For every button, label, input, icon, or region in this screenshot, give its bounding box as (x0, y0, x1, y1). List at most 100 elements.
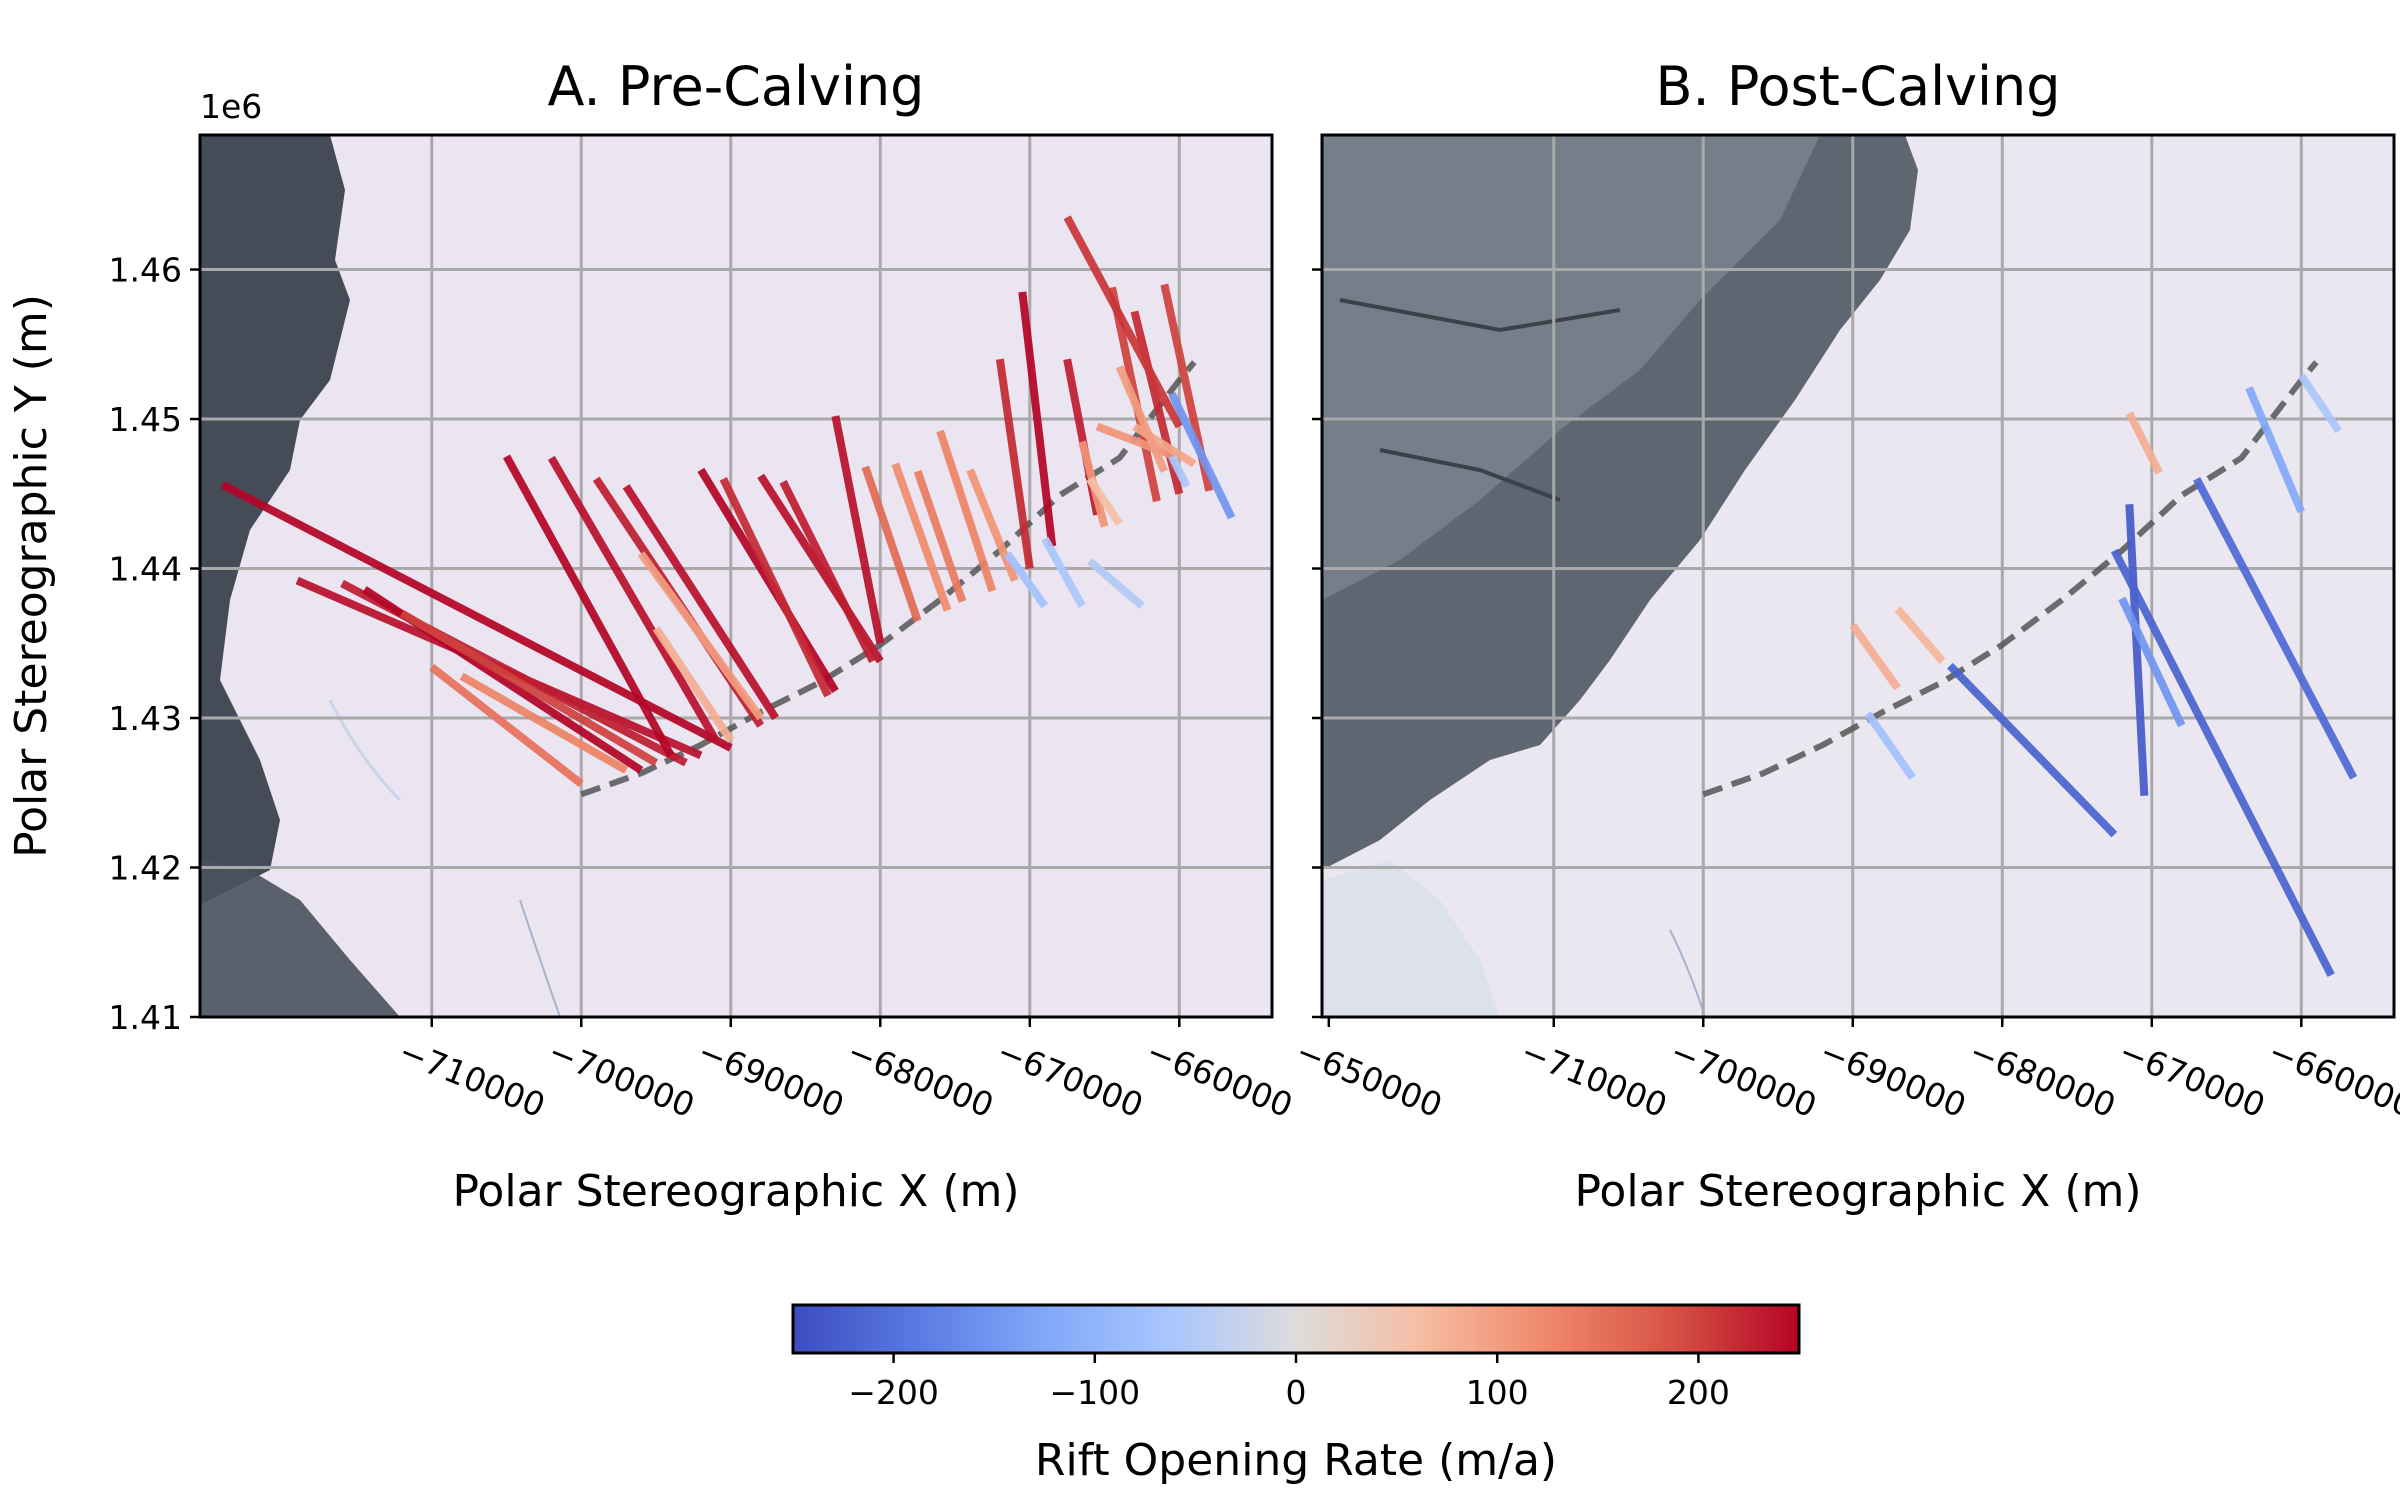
colorbar-tick-label: −200 (848, 1373, 939, 1412)
rift-line (2245, 386, 2305, 514)
rift-line (399, 609, 659, 767)
calving-front-line (1702, 360, 2319, 798)
rift-line (719, 477, 832, 698)
rift-line (1041, 536, 1086, 608)
x-tick-label: −680000 (1964, 1031, 2121, 1125)
y-tick-label: 1.44 (109, 550, 182, 589)
panel-b-y-axis (1312, 268, 1322, 1019)
y-tick-label: 1.41 (109, 998, 182, 1037)
panel-b-frame (1320, 133, 2396, 1019)
rift-line (861, 465, 922, 623)
rift-line (966, 468, 1019, 582)
panel-b: B. Post-Calving −710000−700000−690000−68… (1312, 55, 2400, 1217)
x-tick-label: −710000 (1516, 1031, 1673, 1125)
x-tick-label: −700000 (543, 1031, 700, 1125)
rift-line (2110, 548, 2335, 977)
x-tick-label: −700000 (1665, 1031, 1822, 1125)
rift-line (637, 551, 764, 721)
rift-line (1086, 558, 1145, 609)
x-tick-label: −710000 (394, 1031, 551, 1125)
x-tick-label: −660000 (1141, 1031, 1298, 1125)
colorbar-tick-label: −100 (1049, 1373, 1140, 1412)
y-tick-label: 1.42 (109, 849, 182, 888)
y-offset-label: 1e6 (200, 87, 262, 126)
rift-line (622, 484, 779, 721)
rift-line (429, 664, 584, 787)
colorbar-gradient (791, 1303, 1801, 1355)
colorbar-tick-label: 0 (1286, 1373, 1307, 1412)
x-tick-label: −690000 (693, 1031, 850, 1125)
rift-line (547, 455, 720, 743)
rift-line (995, 358, 1034, 570)
rift-line (1168, 391, 1236, 520)
sea-ice-region (1322, 135, 1820, 600)
rift-line (1018, 291, 1057, 547)
rift-line (1115, 365, 1169, 473)
panel-a-calving-front (580, 360, 1197, 798)
x-tick-label: −680000 (842, 1031, 999, 1125)
panel-a-grid (200, 135, 1272, 1017)
panel-a-x-axis: −710000−700000−690000−680000−670000−6600… (394, 1017, 1448, 1125)
rift-line (1849, 623, 1901, 691)
panel-a-x-label: Polar Stereographic X (m) (452, 1166, 1019, 1217)
rift-line (1095, 422, 1181, 462)
y-tick-label: 1.46 (109, 251, 182, 290)
colorbar-tick-label: 200 (1667, 1373, 1730, 1412)
panel-a-y-axis: 1.41 1.42 1.43 1.44 1.45 1.46 (109, 251, 200, 1037)
rift-line (502, 454, 675, 758)
x-tick-label: −690000 (1815, 1031, 1972, 1125)
colorbar-tick-label: 100 (1466, 1373, 1529, 1412)
rift-line (459, 672, 629, 774)
x-tick-label: −650000 (1291, 1031, 1448, 1125)
rift-line (831, 415, 885, 645)
rift-line (652, 626, 735, 743)
rift-line (779, 480, 877, 663)
colorbar-label: Rift Opening Rate (m/a) (1035, 1435, 1557, 1486)
colorbar-ticks: −200 −100 0 100 200 (848, 1353, 1730, 1412)
calving-front-line (580, 360, 1197, 798)
lower-water-region (200, 860, 400, 1017)
rift-line (2193, 476, 2358, 780)
rift-line (1864, 711, 1916, 781)
panel-b-x-label: Polar Stereographic X (m) (1574, 1166, 2141, 1217)
panel-a-rifts (220, 215, 1236, 787)
panel-a-frame (198, 133, 1274, 1019)
rift-line (936, 429, 997, 593)
panel-a: A. Pre-Calving 1e6 −710000−700000−690000… (6, 55, 1448, 1217)
rift-line (1168, 454, 1191, 489)
open-water-region (200, 135, 350, 905)
panel-b-x-axis: −710000−700000−690000−680000−670000−6600… (1516, 1017, 2400, 1125)
rift-line (2297, 373, 2342, 434)
y-tick-label: 1.43 (109, 699, 182, 738)
panel-b-calving-front (1702, 360, 2319, 798)
panel-b-title: B. Post-Calving (1655, 55, 2060, 118)
panel-a-y-label: Polar Stereographic Y (m) (6, 294, 57, 858)
rift-line (1004, 551, 1048, 609)
rift-line (913, 470, 967, 603)
sea-ice-crack (1379, 448, 1561, 502)
rift-line (1063, 215, 1183, 429)
rift-line (1947, 662, 2118, 838)
rift-line (2125, 411, 2163, 475)
rift-line (1894, 606, 1946, 664)
x-tick-label: −660000 (2263, 1031, 2400, 1125)
x-tick-label: −670000 (992, 1031, 1149, 1125)
panel-a-title: A. Pre-Calving (548, 55, 925, 118)
panel-b-background-image (1322, 135, 2394, 1017)
rift-line (2118, 596, 2186, 728)
rift-line (2125, 504, 2149, 796)
crevasse-texture (328, 699, 402, 802)
sea-ice-crack (1339, 298, 1621, 333)
rift-line (1086, 476, 1123, 526)
panel-b-grid (1322, 135, 2394, 1017)
y-tick-label: 1.45 (109, 400, 182, 439)
ice-shelf-surface (200, 135, 1272, 1017)
flow-stripe-texture (519, 899, 561, 1017)
colorbar: −200 −100 0 100 200 Rift Opening Rate (m/a) (791, 1303, 1801, 1486)
rift-line (891, 462, 952, 612)
panel-a-background-image (200, 135, 1272, 1017)
panel-b-rifts (1849, 373, 2358, 977)
lower-ice-region (1322, 860, 1500, 1017)
x-tick-label: −670000 (2114, 1031, 2271, 1125)
